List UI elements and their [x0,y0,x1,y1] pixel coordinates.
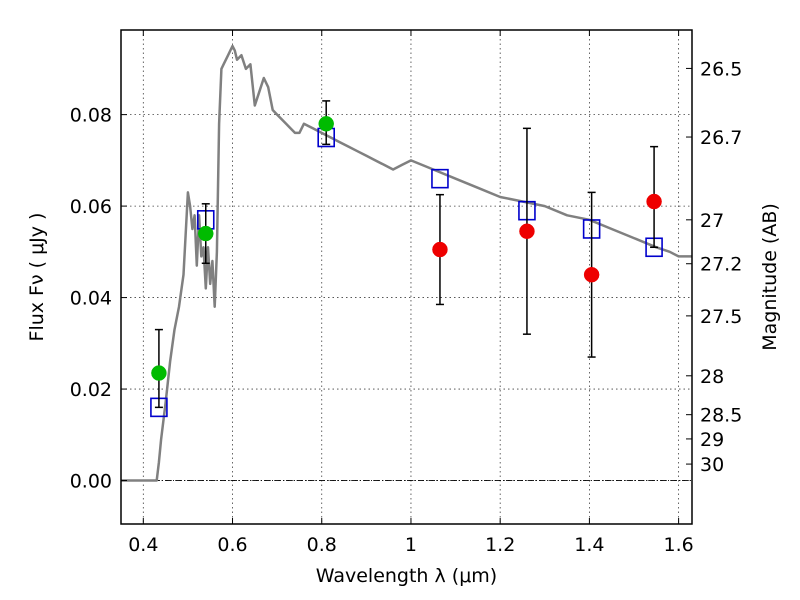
right-tick-label: 28.5 [700,405,742,427]
observed-flux-point [198,225,214,242]
x-tick-label: 0.4 [128,534,158,556]
observed-flux-point [583,266,600,283]
tick-layer: 0.4 0.6 0.8 1 1.2 1.4 1.6 0.00 0.02 0.04 0.06 0.08 2… [70,30,742,556]
observed-flux-point [151,365,167,381]
observed-flux-point [519,223,535,240]
y-tick-label: 0.00 [70,471,112,493]
right-tick-label: 30 [700,454,724,476]
right-tick-label: 27 [700,210,724,232]
x-axis-label: Wavelength λ (μm) [316,565,497,587]
right-tick-label: 26.5 [700,58,742,80]
model-flux-square-marker [431,168,449,189]
x-tick-label: 1.2 [485,534,515,556]
y-tick-label: 0.06 [70,196,112,218]
observed-flux-point [432,241,448,258]
y-axis-label: Flux Fν ( μJy ) [26,213,48,342]
y-tick-label: 0.02 [70,379,112,401]
observed-flux-point [318,116,334,132]
x-tick-label: 0.6 [217,534,247,556]
x-tick-label: 1 [405,534,417,556]
model-spectrum-line [121,44,692,482]
right-tick-label: 27.2 [700,254,742,276]
y-tick-label: 0.04 [70,288,112,310]
right-tick-label: 28 [700,366,724,388]
right-tick-label: 27.5 [700,306,742,328]
right-axis-label: Magnitude (AB) [759,203,781,351]
right-tick-label: 26.7 [700,127,742,149]
plot-frame [120,29,693,525]
right-tick-label: 29 [700,429,724,451]
x-tick-label: 1.6 [664,534,694,556]
observed-flux-point [646,193,662,210]
y-tick-label: 0.08 [70,105,112,127]
plot-layer [121,44,692,482]
x-tick-label: 1.4 [574,534,604,556]
x-tick-label: 0.8 [307,534,337,556]
